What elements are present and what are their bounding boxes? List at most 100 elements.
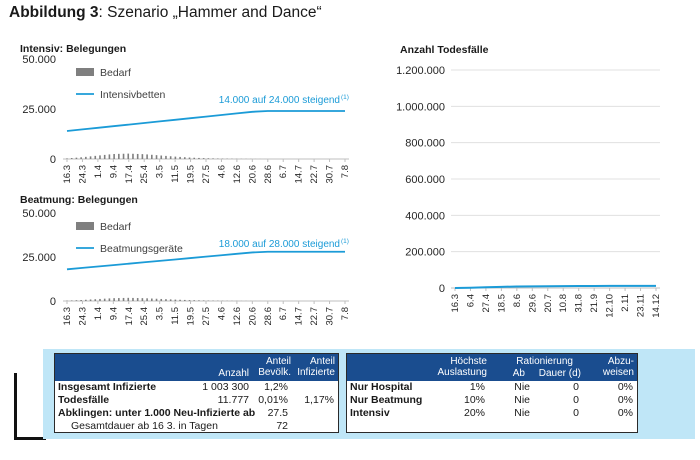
x-tick-label: 20.6 <box>247 307 258 326</box>
table-row: Abklingen: unter 1.000 Neu-Infizierte ab… <box>55 407 338 420</box>
x-tick-label: 2.11 <box>620 294 631 312</box>
deaths-line <box>454 284 657 289</box>
cell-anteil-bev: 0,01% <box>258 394 288 406</box>
x-tick-label: 25.4 <box>139 165 150 184</box>
col-anzahl: Anzahl <box>218 368 249 379</box>
demand-bar <box>155 298 158 301</box>
table-row: Nur Beatmung 10% Nie 0 0% <box>347 394 637 407</box>
demand-bar <box>212 158 214 159</box>
x-tick-label: 19.5 <box>186 165 197 184</box>
row-label: Intensiv <box>350 407 390 419</box>
x-tick-label: 1.4 <box>93 307 104 320</box>
x-tick-label: 24.3 <box>77 307 88 326</box>
cell-auslastung: 1% <box>469 381 485 393</box>
y-tick-label: 25.000 <box>22 104 56 116</box>
demand-bar <box>188 157 191 159</box>
x-tick-label: 9.4 <box>108 307 119 320</box>
x-tick-label: 3.5 <box>155 165 166 178</box>
demand-bar <box>70 158 73 159</box>
x-tick-label: 6.7 <box>278 307 289 320</box>
x-tick-label: 21.9 <box>589 294 600 313</box>
demand-bar <box>122 153 125 159</box>
y-tick-label: 200.000 <box>405 247 445 259</box>
x-tick-label: 28.6 <box>263 307 274 326</box>
x-tick-label: 8.6 <box>512 294 523 307</box>
chart-title: Beatmung: Belegungen <box>20 194 138 206</box>
row-label: Gesamtdauer ab 16 3. in Tagen <box>71 420 218 432</box>
demand-bar <box>132 153 134 159</box>
legend-demand-swatch <box>76 68 94 76</box>
demand-bar <box>202 300 205 301</box>
x-tick-label: 27.5 <box>201 165 212 184</box>
demand-bar <box>80 157 82 159</box>
cell-auslastung: 10% <box>463 394 485 406</box>
x-tick-label: 14.7 <box>294 307 305 326</box>
x-tick-label: 14.12 <box>651 294 662 318</box>
cell-value: 72 <box>276 420 288 432</box>
x-tick-label: 4.6 <box>216 307 227 320</box>
cell-dauer: 0 <box>573 381 579 393</box>
demand-bar <box>202 158 205 159</box>
x-tick-label: 22.7 <box>309 165 320 184</box>
y-tick-label: 50.000 <box>22 208 56 220</box>
row-label: Todesfälle <box>58 394 110 406</box>
y-tick-label: 1.200.000 <box>396 65 445 77</box>
x-tick-label: 31.8 <box>574 294 585 313</box>
demand-bar <box>165 155 167 159</box>
demand-bar <box>141 298 144 301</box>
corner-bracket-vertical <box>14 373 17 439</box>
demand-bar <box>103 298 106 301</box>
y-tick-label: 50.000 <box>22 54 56 66</box>
cell-anzahl: 11.777 <box>217 394 249 406</box>
cell-dauer: 0 <box>573 407 579 419</box>
x-tick-label: 3.5 <box>155 307 166 320</box>
x-tick-label: 19.5 <box>186 307 197 326</box>
x-tick-label: 10.8 <box>558 294 569 313</box>
table-row: Intensiv 20% Nie 0 0% <box>347 407 637 420</box>
row-label: Nur Hospital <box>350 381 413 393</box>
table-row: Nur Hospital 1% Nie 0 0% <box>347 381 637 394</box>
demand-bar <box>103 154 106 159</box>
demand-bar <box>89 156 92 159</box>
chart-annotation: 18.000 auf 28.000 steigend <box>219 239 340 250</box>
demand-bar <box>146 298 148 301</box>
x-tick-label: 17.4 <box>124 307 135 326</box>
demand-bar <box>108 298 111 301</box>
demand-bar <box>113 153 115 159</box>
demand-bar <box>99 298 101 301</box>
summary-table-right-header: Höchste Auslastung Rationierung Ab Dauer… <box>347 354 637 381</box>
demand-bar <box>89 299 92 301</box>
demand-bar <box>174 156 177 159</box>
chart-title: Intensiv: Belegungen <box>20 43 126 55</box>
table-row: Insgesamt Infizierte 1 003 300 1,2% <box>55 381 338 394</box>
x-tick-label: 29.6 <box>527 294 538 313</box>
cell-ab: Nie <box>514 407 530 419</box>
demand-bar <box>188 300 191 301</box>
charts-canvas: Intensiv: Belegungen 0 25.000 50.000 16.3 24.… <box>20 43 662 326</box>
x-tick-label: 12.6 <box>232 165 243 184</box>
col-rationierung: Rationierung <box>516 356 573 367</box>
demand-bar <box>174 299 177 301</box>
x-tick-label: 16.3 <box>62 165 73 184</box>
cell-auslastung: 20% <box>463 407 485 419</box>
x-tick-label: 16.3 <box>62 307 73 326</box>
y-tick-label: 0 <box>50 296 56 308</box>
demand-bar <box>85 299 87 301</box>
x-tick-label: 17.4 <box>124 165 135 184</box>
demand-bar <box>179 299 181 301</box>
page-title: Abbildung 3: Szenario „Hammer and Dance“ <box>9 4 322 22</box>
y-tick-label: 800.000 <box>405 138 445 150</box>
demand-bar <box>66 158 68 159</box>
demand-bar <box>70 300 73 301</box>
cell-abzuweisen: 0% <box>617 394 633 406</box>
figure-number: Abbildung 3 <box>9 4 99 21</box>
y-tick-label: 0 <box>439 283 445 295</box>
x-tick-label: 18.5 <box>496 294 507 313</box>
col-abzuweisen: Abzu- weisen <box>602 356 634 378</box>
legend-capacity-label: Beatmungsgeräte <box>100 243 183 255</box>
demand-bar <box>165 299 167 301</box>
demand-bar <box>193 300 196 301</box>
summary-table-right: Höchste Auslastung Rationierung Ab Dauer… <box>346 353 638 433</box>
x-tick-label: 20.6 <box>247 165 258 184</box>
demand-bar <box>85 156 87 159</box>
